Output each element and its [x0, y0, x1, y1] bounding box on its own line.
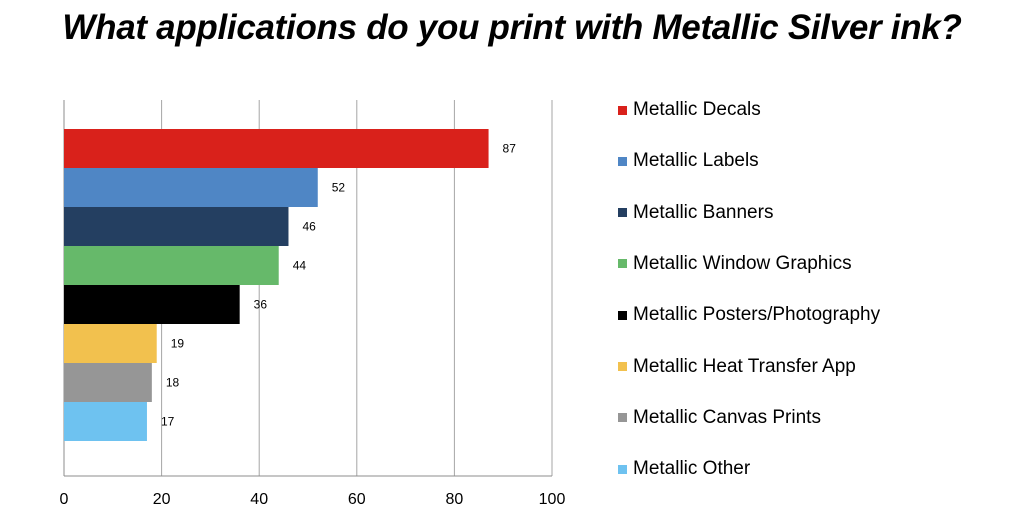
x-tick-label: 0: [60, 491, 69, 508]
value-label: 36: [254, 298, 268, 312]
bar-metallic-window-graphics: [64, 246, 279, 285]
legend: Metallic Decals Metallic Labels Metallic B…: [618, 97, 1018, 487]
legend-label: Metallic Window Graphics: [633, 252, 852, 274]
legend-label: Metallic Other: [633, 458, 751, 480]
legend-swatch: [618, 259, 627, 269]
value-label: 87: [503, 142, 517, 156]
bar-metallic-canvas-prints: [64, 363, 152, 402]
x-axis: 0 20 40 60 80 100: [60, 475, 566, 508]
bar-metallic-labels: [64, 168, 318, 207]
bar-metallic-decals: [64, 129, 489, 168]
legend-label: Metallic Labels: [633, 150, 759, 172]
x-tick-label: 80: [446, 491, 464, 508]
legend-item: Metallic Heat Transfer App: [618, 354, 856, 380]
value-label: 17: [161, 415, 175, 429]
x-tick-label: 60: [348, 491, 366, 508]
bar-metallic-heat-transfer-app: [64, 324, 157, 363]
legend-swatch: [618, 464, 627, 474]
x-tick-label: 20: [153, 491, 171, 508]
bar-metallic-other: [64, 402, 147, 441]
legend-label: Metallic Decals: [633, 99, 761, 120]
legend-item: Metallic Labels: [618, 148, 759, 174]
value-label: 19: [171, 337, 185, 351]
legend-swatch: [618, 156, 627, 166]
bars: [64, 129, 489, 441]
legend-label: Metallic Canvas Prints: [633, 406, 821, 428]
bar-metallic-posters-photography: [64, 285, 240, 324]
legend-label: Metallic Heat Transfer App: [633, 355, 856, 377]
legend-swatch: [618, 362, 627, 371]
legend-swatch: [618, 208, 627, 218]
legend-label: Metallic Banners: [633, 201, 774, 223]
legend-item: Metallic Posters/Photography: [618, 302, 880, 328]
value-label: 46: [302, 220, 316, 234]
value-label: 18: [166, 376, 180, 390]
legend-label: Metallic Posters/Photography: [633, 304, 881, 326]
legend-swatch: [618, 310, 627, 320]
value-labels: 87 52 46 44 36 19 18 17: [161, 142, 516, 429]
legend-item: Metallic Canvas Prints: [618, 405, 821, 431]
x-tick-label: 100: [539, 491, 566, 508]
chart-title: What applications do you print with Meta…: [62, 8, 962, 47]
x-tick-label: 40: [250, 491, 268, 508]
value-label: 52: [332, 181, 346, 195]
legend-item: Metallic Decals: [618, 97, 761, 123]
value-label: 44: [293, 259, 307, 273]
legend-swatch: [618, 105, 627, 115]
legend-item: Metallic Window Graphics: [618, 251, 852, 277]
legend-item: Metallic Other: [618, 456, 750, 482]
legend-item: Metallic Banners: [618, 200, 773, 226]
legend-swatch: [618, 413, 627, 423]
bar-metallic-banners: [64, 207, 289, 246]
